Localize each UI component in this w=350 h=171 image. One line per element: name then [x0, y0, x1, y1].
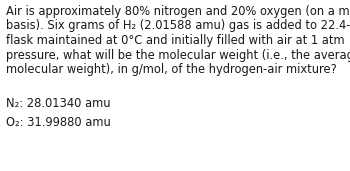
Text: O₂: 31.99880 amu: O₂: 31.99880 amu — [6, 116, 111, 129]
Text: N₂: 28.01340 amu: N₂: 28.01340 amu — [6, 97, 111, 110]
Text: basis). Six grams of H₂ (2.01588 amu) gas is added to 22.4-L: basis). Six grams of H₂ (2.01588 amu) ga… — [6, 19, 350, 32]
Text: pressure, what will be the molecular weight (i.e., the average: pressure, what will be the molecular wei… — [6, 49, 350, 62]
Text: molecular weight), in g/mol, of the hydrogen-air mixture?: molecular weight), in g/mol, of the hydr… — [6, 63, 337, 76]
Text: Air is approximately 80% nitrogen and 20% oxygen (on a mole: Air is approximately 80% nitrogen and 20… — [6, 5, 350, 18]
Text: flask maintained at 0°C and initially filled with air at 1 atm: flask maintained at 0°C and initially fi… — [6, 34, 345, 47]
